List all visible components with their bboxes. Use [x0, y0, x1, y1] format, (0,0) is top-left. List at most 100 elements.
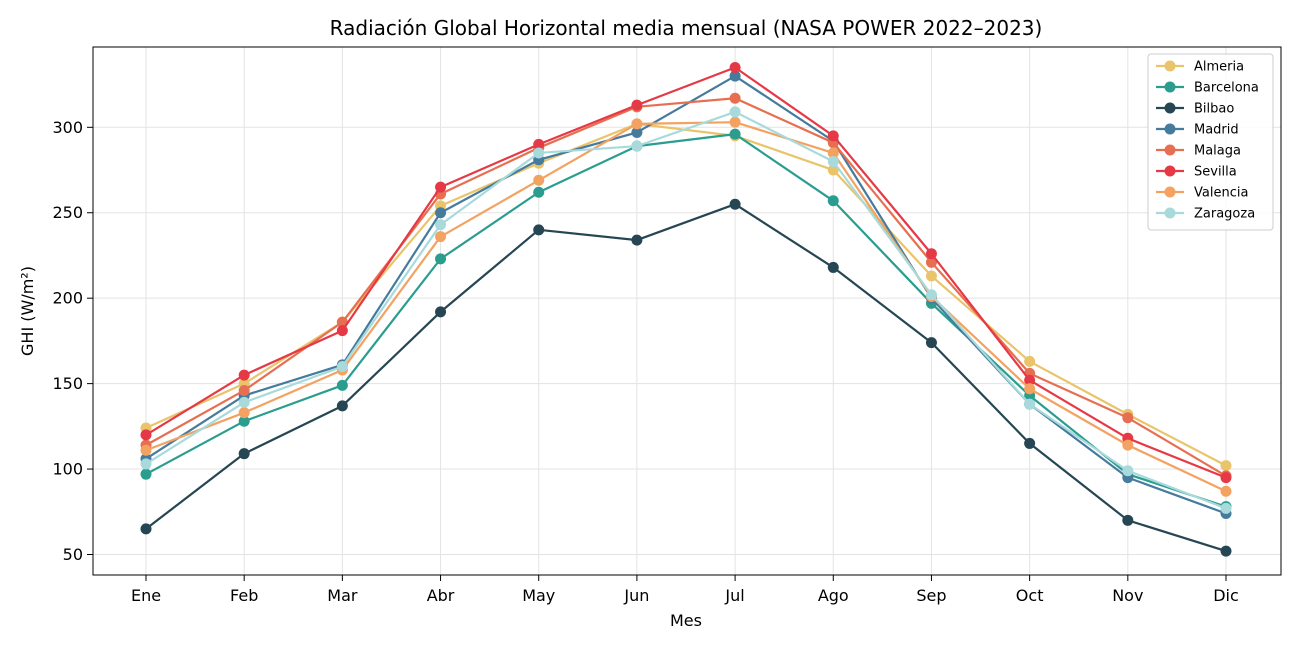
y-tick-label: 150 — [52, 374, 83, 393]
legend-marker-sevilla — [1164, 165, 1176, 177]
data-point-bilbao — [533, 224, 545, 236]
data-point-almeria — [827, 164, 839, 176]
data-point-valencia — [1220, 485, 1232, 497]
legend-entry-madrid: Madrid — [1156, 123, 1239, 138]
data-point-barcelona — [336, 379, 348, 391]
data-point-barcelona — [238, 415, 250, 427]
legend-entry-barcelona: Barcelona — [1156, 81, 1259, 96]
data-point-sevilla — [238, 369, 250, 381]
data-point-sevilla — [1024, 374, 1036, 386]
plot-frame — [92, 46, 1282, 576]
legend-label-sevilla: Sevilla — [1194, 165, 1237, 180]
chart-title: Radiación Global Horizontal media mensua… — [330, 16, 1043, 40]
y-tick-label: 50 — [63, 545, 83, 564]
data-point-sevilla — [631, 99, 643, 111]
series-line-sevilla — [145, 66, 1227, 479]
data-point-zaragoza — [1220, 502, 1232, 514]
data-point-almeria — [1220, 460, 1232, 472]
series-sevilla — [140, 62, 1232, 484]
x-tick-label: Jul — [724, 586, 744, 605]
data-point-barcelona — [435, 253, 447, 265]
data-point-zaragoza — [336, 361, 348, 373]
data-point-barcelona — [140, 468, 152, 480]
legend: Almeria Barcelona Bilbao Madrid Malaga Sevill… — [1147, 53, 1274, 231]
series-madrid — [140, 70, 1232, 519]
data-point-valencia — [827, 147, 839, 159]
legend-marker-barcelona — [1164, 81, 1176, 93]
data-point-bilbao — [729, 198, 741, 210]
legend-label-zaragoza: Zaragoza — [1194, 207, 1255, 222]
legend-marker-valencia — [1164, 186, 1176, 198]
legend-label-almeria: Almeria — [1194, 60, 1244, 75]
data-point-sevilla — [140, 429, 152, 441]
data-point-barcelona — [827, 195, 839, 207]
series-valencia — [140, 116, 1232, 497]
data-point-bilbao — [238, 448, 250, 460]
x-tick-label: Mar — [327, 586, 358, 605]
x-tick-label: Nov — [1112, 586, 1143, 605]
legend-label-madrid: Madrid — [1194, 123, 1239, 138]
data-point-sevilla — [336, 325, 348, 337]
data-point-madrid — [631, 126, 643, 138]
x-tick-label: Sep — [916, 586, 946, 605]
data-point-valencia — [1122, 439, 1134, 451]
data-point-bilbao — [1024, 437, 1036, 449]
x-tick-label: Ene — [131, 586, 161, 605]
data-point-bilbao — [336, 400, 348, 412]
data-point-zaragoza — [238, 396, 250, 408]
legend-entry-zaragoza: Zaragoza — [1156, 207, 1255, 222]
x-tick-label: Feb — [230, 586, 258, 605]
x-tick-label: Jun — [623, 586, 649, 605]
x-tick-label: Oct — [1016, 586, 1044, 605]
data-point-zaragoza — [1122, 465, 1134, 477]
data-point-zaragoza — [140, 458, 152, 470]
data-point-malaga — [729, 92, 741, 104]
legend-marker-zaragoza — [1164, 207, 1176, 219]
y-tick-label: 200 — [52, 289, 83, 308]
data-point-bilbao — [435, 306, 447, 318]
x-tick-label: Ago — [818, 586, 849, 605]
legend-entry-valencia: Valencia — [1156, 186, 1248, 201]
y-tick-label: 250 — [52, 203, 83, 222]
legend-label-malaga: Malaga — [1194, 144, 1241, 159]
data-point-barcelona — [729, 128, 741, 140]
y-axis-title: GHI (W/m²) — [18, 266, 37, 356]
data-point-malaga — [1122, 412, 1134, 424]
data-point-sevilla — [729, 62, 741, 74]
data-point-bilbao — [827, 261, 839, 273]
data-point-sevilla — [827, 130, 839, 142]
data-point-malaga — [238, 384, 250, 396]
data-point-almeria — [1024, 355, 1036, 367]
series-bilbao — [140, 198, 1232, 557]
y-tick-label: 100 — [52, 460, 83, 479]
data-point-malaga — [925, 256, 937, 268]
data-point-zaragoza — [533, 147, 545, 159]
data-point-valencia — [140, 444, 152, 456]
series-almeria — [140, 118, 1232, 472]
data-point-sevilla — [925, 248, 937, 260]
data-point-sevilla — [1220, 472, 1232, 484]
data-point-bilbao — [1122, 514, 1134, 526]
legend-entry-malaga: Malaga — [1156, 144, 1241, 159]
series-line-madrid — [145, 74, 1227, 515]
x-tick-label: Dic — [1213, 586, 1239, 605]
data-point-zaragoza — [1024, 398, 1036, 410]
data-point-almeria — [925, 270, 937, 282]
data-point-valencia — [238, 407, 250, 419]
series-line-almeria — [145, 122, 1227, 467]
legend-marker-almeria — [1164, 60, 1176, 72]
legend-label-valencia: Valencia — [1194, 186, 1248, 201]
data-point-valencia — [435, 231, 447, 243]
grid — [93, 47, 1281, 575]
series-line-valencia — [145, 121, 1227, 493]
data-point-zaragoza — [435, 219, 447, 231]
legend-box — [1147, 53, 1274, 231]
series-zaragoza — [140, 106, 1232, 514]
data-point-barcelona — [533, 186, 545, 198]
data-point-sevilla — [533, 138, 545, 150]
x-tick-label: Abr — [427, 586, 455, 605]
data-point-bilbao — [1220, 545, 1232, 557]
legend-label-bilbao: Bilbao — [1194, 102, 1234, 117]
